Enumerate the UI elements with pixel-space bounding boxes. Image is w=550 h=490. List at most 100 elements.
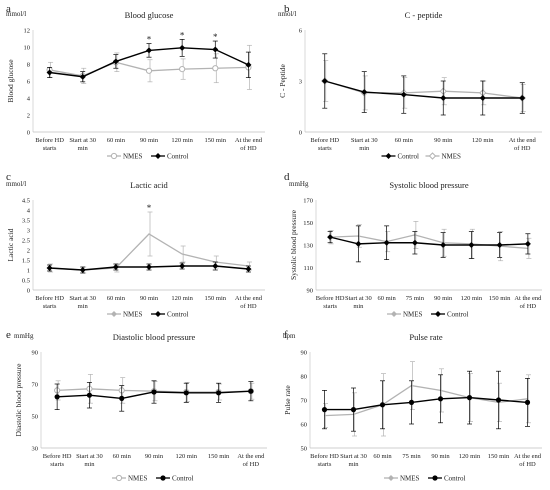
- x-tick-label-line: 75 min: [402, 453, 421, 460]
- series-nmes: [323, 361, 531, 437]
- x-tick-label: 90 min: [431, 453, 450, 460]
- legend-label: Control: [167, 153, 188, 161]
- x-tick-label-line: At the end: [514, 295, 542, 302]
- data-point-control: [183, 390, 189, 396]
- x-tick-label-line: 120 min: [171, 295, 193, 302]
- x-tick-label: 75 min: [402, 453, 421, 460]
- x-tick-label: Start at 30 min: [345, 295, 372, 310]
- chart-title: Diastolic blood pressure: [113, 332, 196, 342]
- x-tick-label-line: Before HD: [310, 137, 339, 144]
- legend-label: NMES: [123, 311, 143, 319]
- y-tick-label: 4: [27, 96, 31, 103]
- legend-item-control: Control: [381, 153, 419, 161]
- x-tick-label: At the end of HD: [509, 137, 537, 152]
- y-tick-label: 170: [303, 198, 313, 205]
- chart-panel-e: e mmHg Diastolic blood pressure Diastolic b…: [6, 329, 267, 483]
- data-point-control: [245, 61, 252, 68]
- series-line-nmes: [324, 384, 528, 417]
- legend-label: Control: [172, 475, 193, 483]
- significance-marker: *: [180, 30, 185, 40]
- x-tick-label-line: of HD: [520, 303, 537, 310]
- x-tick-label-line: 90 min: [434, 137, 453, 144]
- significance-marker: *: [147, 35, 152, 45]
- y-tick-label: 2: [27, 248, 30, 255]
- series-nmes: [328, 221, 532, 262]
- data-point-control: [321, 407, 328, 413]
- y-axis-label: Systolic blood pressure: [289, 209, 298, 280]
- y-tick-label: 90: [32, 350, 39, 357]
- x-tick-label: Before HD starts: [35, 137, 64, 152]
- data-point-control: [400, 91, 407, 98]
- x-tick-label: 75 min: [406, 295, 425, 302]
- data-point-control: [212, 263, 219, 269]
- x-tick-label: Before HD starts: [310, 453, 339, 468]
- series-line-control: [324, 80, 523, 99]
- unit-label: mmHg: [289, 180, 309, 188]
- series-control: [321, 370, 531, 432]
- legend-marker: [388, 475, 394, 481]
- legend-label: NMES: [442, 153, 462, 161]
- x-tick-label-line: 90 min: [145, 453, 164, 460]
- x-tick-label-line: Start at 30: [340, 453, 367, 460]
- x-tick-label: 60 min: [395, 137, 414, 144]
- y-tick-label: 150: [303, 220, 313, 227]
- panel-letter: c: [6, 171, 11, 183]
- legend-label: NMES: [123, 153, 143, 161]
- y-axis-label: Pulse rate: [283, 385, 292, 415]
- data-point-control: [245, 266, 252, 272]
- series-control: [327, 225, 531, 263]
- x-tick-label: Before HD starts: [43, 453, 72, 468]
- legend-label: Control: [398, 153, 419, 161]
- legend-marker: [155, 153, 161, 159]
- legend-marker: [155, 311, 161, 317]
- series-nmes: [54, 374, 255, 404]
- data-point-nmes: [179, 66, 186, 73]
- x-tick-label-line: starts: [50, 461, 64, 468]
- x-tick-label: 90 min: [434, 295, 453, 302]
- data-point-control: [79, 267, 86, 273]
- data-point-control: [86, 392, 93, 398]
- x-tick-label: 120 min: [472, 137, 494, 144]
- y-tick-label: 3.5: [22, 218, 30, 225]
- legend-label: NMES: [400, 475, 420, 483]
- x-tick-label-line: starts: [323, 303, 337, 310]
- data-point-control: [440, 242, 447, 248]
- chart-title: C - peptide: [405, 10, 443, 20]
- chart-title: Systolic blood pressure: [389, 180, 469, 190]
- y-tick-label: 2.5: [22, 238, 30, 245]
- y-tick-label: 10: [24, 45, 31, 52]
- x-tick-label: 60 min: [107, 137, 126, 144]
- y-tick-label: 50: [301, 446, 308, 453]
- x-tick-label: Before HD starts: [310, 137, 339, 152]
- x-tick-label-line: 60 min: [395, 137, 414, 144]
- x-tick-label-line: At the end: [235, 295, 263, 302]
- x-tick-label-line: Start at 30: [76, 453, 103, 460]
- chart-title: Lactic acid: [130, 180, 168, 190]
- x-tick-label-line: 60 min: [113, 453, 132, 460]
- data-point-control: [524, 240, 531, 247]
- legend-item-control: Control: [428, 475, 465, 483]
- legend-item-nmes: NMES: [107, 153, 143, 161]
- legend-marker: [160, 475, 166, 481]
- x-tick-label: 150 min: [208, 453, 230, 460]
- x-tick-label-line: Start at 30: [69, 295, 96, 302]
- unit-label: nmol/l: [278, 10, 296, 18]
- y-tick-label: 90: [301, 350, 308, 357]
- x-tick-label-line: 150 min: [488, 453, 510, 460]
- data-point-control: [151, 389, 157, 395]
- data-point-control: [437, 396, 444, 402]
- x-tick-label: Start at 30 min: [76, 453, 103, 468]
- data-point-control: [54, 394, 60, 400]
- x-tick-label-line: of HD: [243, 461, 260, 468]
- data-point-control: [215, 390, 222, 396]
- legend-item-control: Control: [151, 311, 188, 319]
- legend-marker: [115, 474, 123, 482]
- x-tick-label-line: 90 min: [434, 295, 453, 302]
- y-tick-label: 3: [299, 79, 302, 86]
- data-point-nmes: [212, 65, 219, 72]
- x-tick-label-line: Before HD: [43, 453, 72, 460]
- data-point-control: [327, 234, 334, 241]
- x-tick-label: 120 min: [171, 137, 193, 144]
- legend-item-nmes: NMES: [387, 311, 423, 319]
